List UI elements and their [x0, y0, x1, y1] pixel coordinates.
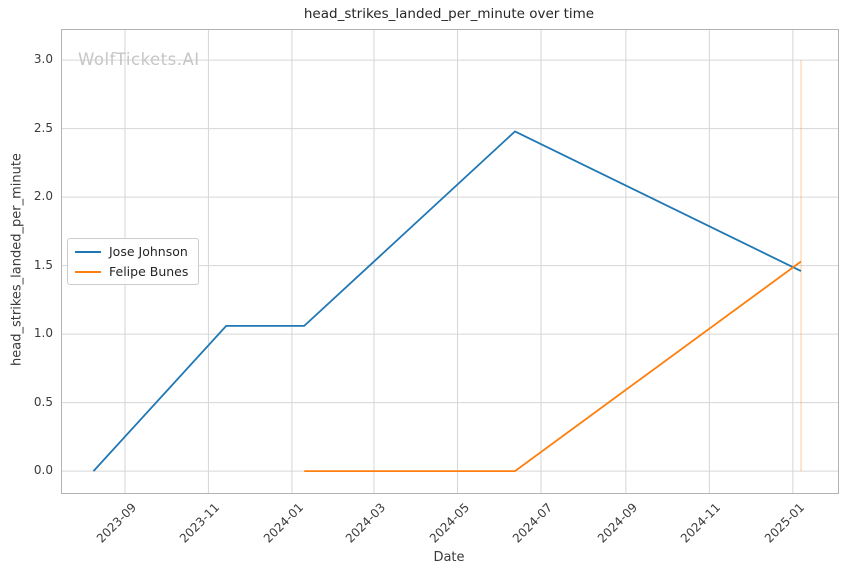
y-tick-label: 0.5 [33, 394, 53, 409]
legend-line-swatch [75, 270, 101, 273]
y-tick-label: 2.5 [33, 120, 53, 135]
watermark-wolftickets: WolfTickets.AI [78, 50, 200, 69]
plot-canvas [62, 30, 838, 493]
legend-item: Jose Johnson [75, 244, 188, 259]
series-line-jose-johnson [92, 130, 802, 472]
x-tick-label: 2023-09 [93, 500, 140, 546]
legend-label: Felipe Bunes [109, 264, 189, 279]
y-tick-label: 1.5 [33, 257, 53, 272]
x-tick-label: 2025-01 [761, 500, 808, 546]
chart-title: head_strikes_landed_per_minute over time [303, 6, 595, 22]
y-tick-label: 2.0 [33, 189, 53, 204]
x-axis-label: Date [433, 550, 465, 565]
legend-label: Jose Johnson [109, 244, 188, 259]
plot-area [61, 29, 839, 494]
legend-item: Felipe Bunes [75, 264, 188, 279]
x-tick-label: 2024-03 [342, 500, 389, 546]
x-tick-label: 2024-09 [594, 500, 641, 546]
legend: Jose Johnson Felipe Bunes [67, 238, 200, 285]
x-tick-label: 2024-01 [260, 500, 307, 546]
series-line-felipe-bunes [304, 260, 802, 473]
x-tick-label: 2024-07 [509, 500, 556, 546]
x-tick-label: 2024-05 [426, 500, 472, 546]
legend-line-swatch [75, 250, 101, 253]
y-tick-label: 3.0 [33, 52, 53, 67]
x-tick-label: 2024-11 [678, 500, 724, 546]
y-tick-label: 1.0 [33, 326, 53, 341]
y-tick-label: 0.0 [33, 463, 53, 478]
x-tick-label: 2023-11 [177, 500, 223, 546]
